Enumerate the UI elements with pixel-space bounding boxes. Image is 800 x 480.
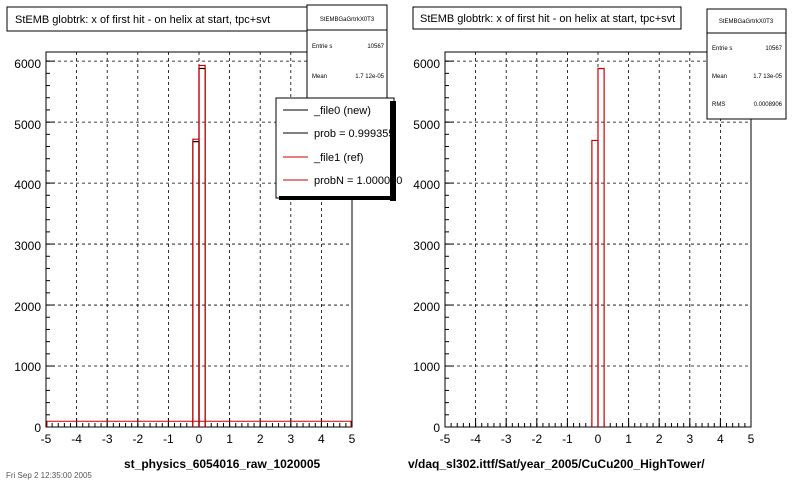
- left-title-box: StEMB globtrk: x of first hit - on helix…: [6, 6, 308, 32]
- legend-box: _file0 (new) prob = 0.999355 _file1 (ref…: [275, 97, 402, 201]
- right-x-tick-label: -3: [501, 432, 512, 446]
- left-stats-entries-label: Entrie s: [312, 44, 332, 50]
- right-panel: 0 1000 2000 3000 4000 5000 6000 -5 -4 -3…: [408, 6, 787, 471]
- right-stats-rms-value: 0.0008906: [754, 102, 783, 108]
- left-y-tick-label: 0: [34, 421, 41, 435]
- right-x-tick-label: 3: [686, 432, 693, 446]
- right-y-tick-label: 4000: [413, 178, 440, 192]
- right-y-tick-label: 6000: [413, 57, 440, 71]
- right-title-box: StEMB globtrk: x of first hit - on helix…: [412, 6, 682, 30]
- left-x-tick-label: 4: [318, 432, 325, 446]
- left-panel: 0 1000 2000 3000 4000 5000 6000 -5 -4 -3…: [6, 4, 402, 471]
- left-chart-title: StEMB globtrk: x of first hit - on helix…: [15, 14, 270, 26]
- footer-timestamp: Fri Sep 2 12:35:00 2005: [6, 471, 92, 480]
- left-x-tick-label: -4: [71, 432, 82, 446]
- left-x-tick-label: 5: [349, 432, 356, 446]
- left-y-tick-labels: 0 1000 2000 3000 4000 5000 6000: [14, 57, 41, 435]
- legend-prob-label: prob = 0.999355: [314, 128, 394, 140]
- legend-probn-label: probN = 1.000000: [314, 175, 402, 187]
- left-y-tick-label: 2000: [14, 300, 41, 314]
- right-y-tick-label: 3000: [413, 239, 440, 253]
- left-y-tick-label: 3000: [14, 239, 41, 253]
- histogram-bin: [597, 67, 605, 427]
- left-x-tick-label: 0: [196, 432, 203, 446]
- right-stats-entries-label: Entrie s: [712, 46, 732, 52]
- left-stats-name: StEMBGaGrtrkX0T3: [320, 17, 375, 23]
- left-x-tick-label: 3: [287, 432, 294, 446]
- left-x-tick-label: 1: [226, 432, 233, 446]
- histogram-bin: [198, 64, 206, 427]
- right-x-tick-label: -4: [470, 432, 481, 446]
- right-x-tick-label: 5: [748, 432, 755, 446]
- left-x-tick-label: -5: [41, 432, 52, 446]
- left-x-tick-label: -3: [102, 432, 113, 446]
- left-x-tick-label: -1: [163, 432, 174, 446]
- right-y-tick-label: 1000: [413, 360, 440, 374]
- legend-file1-label: _file1 (ref): [313, 152, 364, 164]
- right-x-tick-label: 2: [656, 432, 663, 446]
- right-stats-box: StEMBGaGrtrkX0T3 Entrie s 10567 Mean 1.7…: [706, 8, 787, 120]
- right-y-tick-label: 5000: [413, 118, 440, 132]
- left-x-axis-title: st_physics_6054016_raw_1020005: [124, 457, 320, 471]
- left-stats-mean-value: 1.7 12e-05: [355, 74, 384, 80]
- right-x-tick-label: -1: [562, 432, 573, 446]
- right-stats-entries-value: 10567: [765, 46, 782, 52]
- right-chart-title: StEMB globtrk: x of first hit - on helix…: [420, 13, 675, 25]
- left-y-tick-label: 6000: [14, 57, 41, 71]
- right-stats-rms-label: RMS: [712, 102, 725, 108]
- left-y-tick-label: 1000: [14, 360, 41, 374]
- right-x-axis-title: v/daq_sl302.ittf/Sat/year_2005/CuCu200_H…: [408, 457, 705, 471]
- left-x-tick-label: 2: [257, 432, 264, 446]
- left-stats-entries-value: 10567: [367, 44, 384, 50]
- right-y-tick-label: 0: [433, 421, 440, 435]
- right-stats-mean-label: Mean: [712, 74, 727, 80]
- right-y-tick-label: 2000: [413, 300, 440, 314]
- right-x-tick-label: -5: [440, 432, 451, 446]
- legend-file0-label: _file0 (new): [313, 105, 371, 117]
- right-x-tick-labels: -5 -4 -3 -2 -1 0 1 2 3 4 5: [440, 432, 755, 446]
- left-x-tick-labels: -5 -4 -3 -2 -1 0 1 2 3 4 5: [41, 432, 356, 446]
- left-stats-mean-label: Mean: [312, 74, 327, 80]
- right-bars: [591, 67, 605, 427]
- right-stats-name: StEMBGaGrtrkX0T3: [719, 19, 774, 25]
- right-axis-ticks: [444, 60, 752, 428]
- right-y-tick-labels: 0 1000 2000 3000 4000 5000 6000: [413, 57, 440, 435]
- right-x-tick-label: 0: [595, 432, 602, 446]
- right-x-tick-label: 4: [717, 432, 724, 446]
- left-bars: [46, 64, 352, 427]
- right-stats-mean-value: 1.7 13e-05: [753, 74, 782, 80]
- right-x-tick-label: -2: [531, 432, 542, 446]
- right-x-tick-label: 1: [625, 432, 632, 446]
- left-x-tick-label: -2: [132, 432, 143, 446]
- left-y-tick-label: 4000: [14, 178, 41, 192]
- left-y-tick-label: 5000: [14, 118, 41, 132]
